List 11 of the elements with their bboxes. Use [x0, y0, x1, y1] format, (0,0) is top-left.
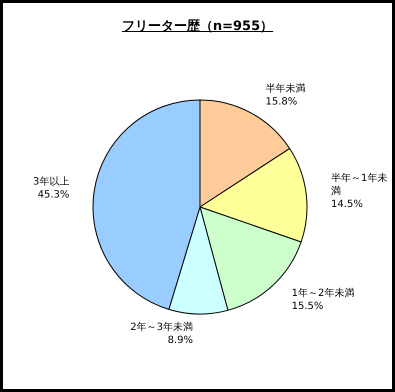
chart-title: フリーター歴（n=955）: [120, 18, 274, 35]
data-label: 15.5%: [292, 300, 324, 312]
slice-label: 半年未満: [265, 82, 306, 94]
data-label: 14.5%: [331, 198, 363, 210]
slice-label: 1年～2年未満: [292, 286, 354, 299]
data-label: 8.9%: [168, 334, 194, 346]
data-label: 15.8%: [265, 96, 298, 108]
slice-label: 半年～1年未満: [331, 172, 388, 197]
slice-label: 2年～3年未満: [130, 320, 194, 333]
slice-label: 3年以上: [33, 175, 70, 188]
data-label: 45.3%: [38, 189, 70, 200]
